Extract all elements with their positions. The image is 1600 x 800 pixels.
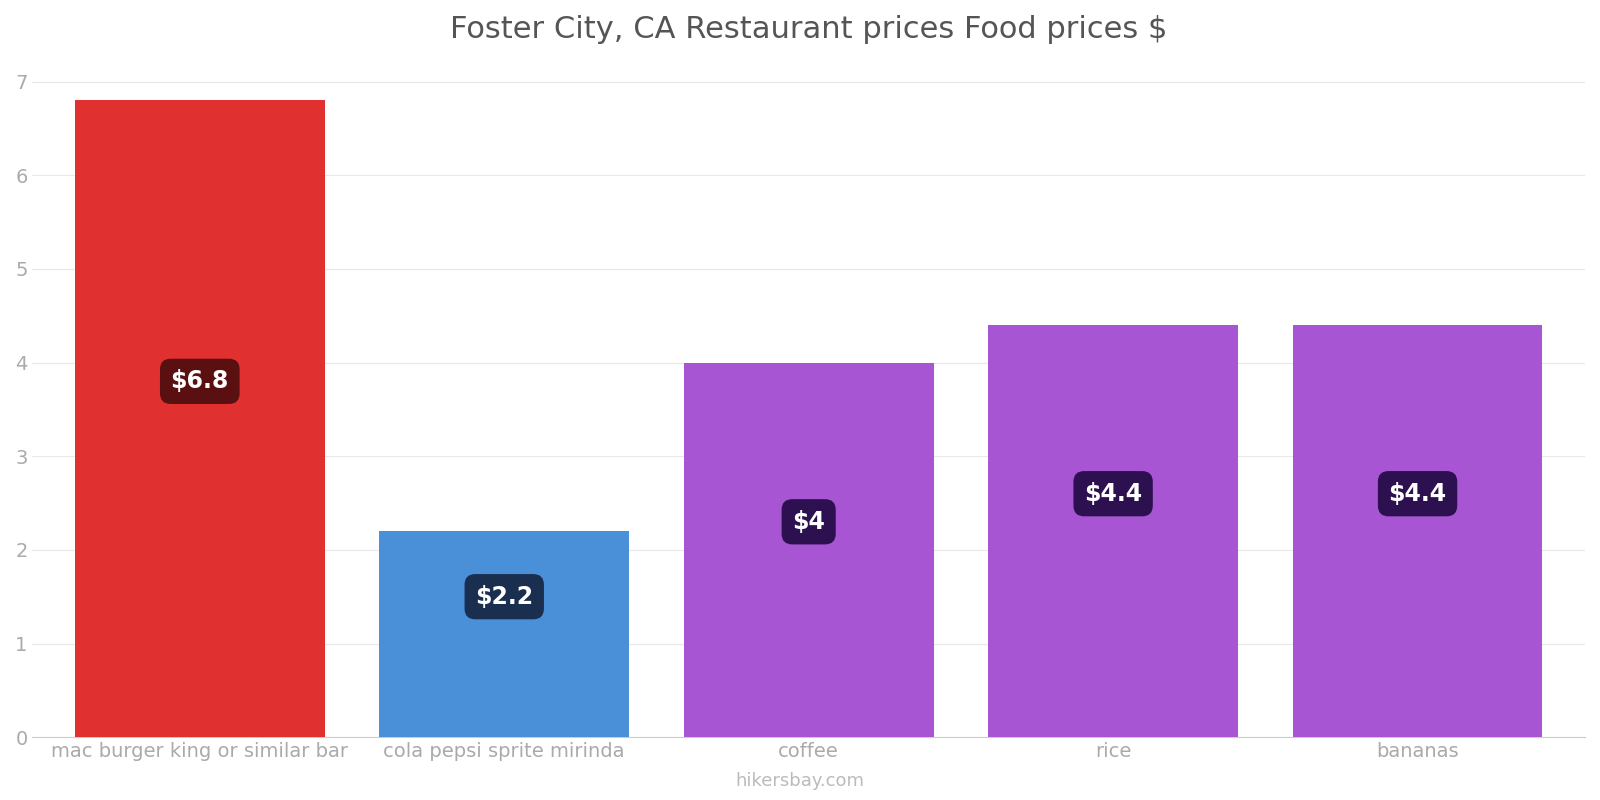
Text: $6.8: $6.8 [171,370,229,394]
Bar [683,362,933,737]
Text: $4.4: $4.4 [1085,482,1142,506]
Title: Foster City, CA Restaurant prices Food prices $: Foster City, CA Restaurant prices Food p… [450,15,1168,44]
Bar [379,531,629,737]
Bar [75,101,325,737]
Text: $2.2: $2.2 [475,585,533,609]
Bar [989,325,1238,737]
Text: $4.4: $4.4 [1389,482,1446,506]
Text: $4: $4 [792,510,826,534]
Bar [1293,325,1542,737]
Text: hikersbay.com: hikersbay.com [736,773,864,790]
